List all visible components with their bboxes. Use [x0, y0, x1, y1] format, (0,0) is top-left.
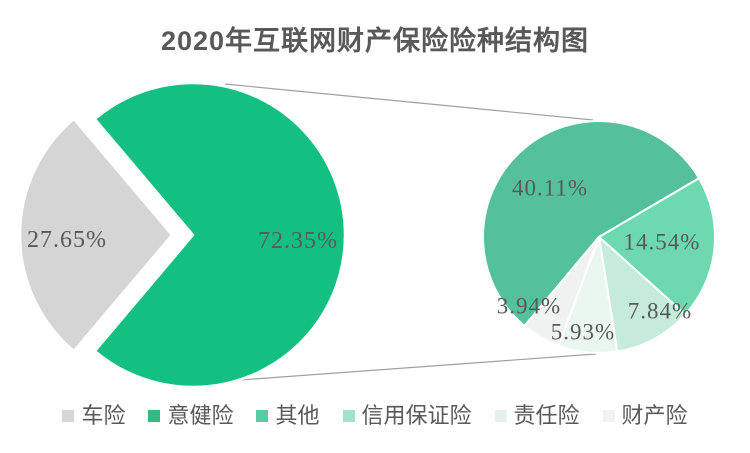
data-label-yi-jian-xian: 40.11%: [511, 175, 589, 201]
legend-label-che-xian: 车险: [81, 403, 126, 428]
secondary-pie-slice-cai-chan-xian: [523, 236, 600, 347]
secondary-pie-slice-xin-yong-bao-zheng-xian: [598, 236, 687, 353]
data-label-qi-ta: 14.54%: [623, 229, 701, 255]
legend-item-xin-yong-bao-zheng-xian: 信用保证险: [342, 403, 472, 429]
legend-swatch-qi-ta: [256, 410, 269, 423]
legend-label-ze-ren-xian: 责任险: [513, 403, 580, 428]
pie-connector-line-top: [224, 83, 594, 121]
main-pie-slice-che-xian: [18, 117, 174, 353]
main-pie-slice-combined-other: [93, 81, 347, 389]
secondary-pie-slice-yi-jian-xian: [482, 120, 701, 327]
legend-item-che-xian: 车险: [62, 403, 125, 429]
data-label-xin-yong-bao-zheng-xian: 7.84%: [627, 298, 693, 324]
chart-legend: 车险 意健险 其他 信用保证险 责任险 财产险: [0, 403, 750, 429]
legend-label-cai-chan-xian: 财产险: [621, 403, 688, 428]
secondary-pie-slice-qi-ta: [598, 177, 716, 316]
data-label-ze-ren-xian: 5.93%: [550, 319, 616, 345]
legend-swatch-che-xian: [62, 410, 75, 423]
data-label-che-xian: 27.65%: [27, 227, 107, 253]
legend-item-yi-jian-xian: 意健险: [148, 403, 233, 429]
legend-item-cai-chan-xian: 财产险: [602, 403, 688, 429]
legend-item-qi-ta: 其他: [256, 403, 320, 429]
chart-title: 2020年互联网财产保险险种结构图: [0, 19, 750, 58]
legend-item-ze-ren-xian: 责任险: [494, 403, 580, 429]
legend-swatch-ze-ren-xian: [494, 410, 507, 423]
chart-title-text: 年互联网财产保险险种结构图: [225, 26, 590, 56]
legend-swatch-yi-jian-xian: [148, 410, 161, 423]
data-label-combined: 72.35%: [258, 228, 338, 254]
legend-label-xin-yong-bao-zheng-xian: 信用保证险: [361, 403, 472, 428]
legend-label-qi-ta: 其他: [275, 403, 320, 428]
pie-connector-line-bottom: [226, 353, 597, 382]
legend-swatch-cai-chan-xian: [602, 410, 615, 423]
chart-title-year: 2020: [160, 26, 226, 56]
data-label-cai-chan-xian: 3.94%: [496, 293, 562, 319]
legend-swatch-xin-yong-bao-zheng-xian: [342, 410, 355, 423]
legend-label-yi-jian-xian: 意健险: [167, 403, 234, 428]
